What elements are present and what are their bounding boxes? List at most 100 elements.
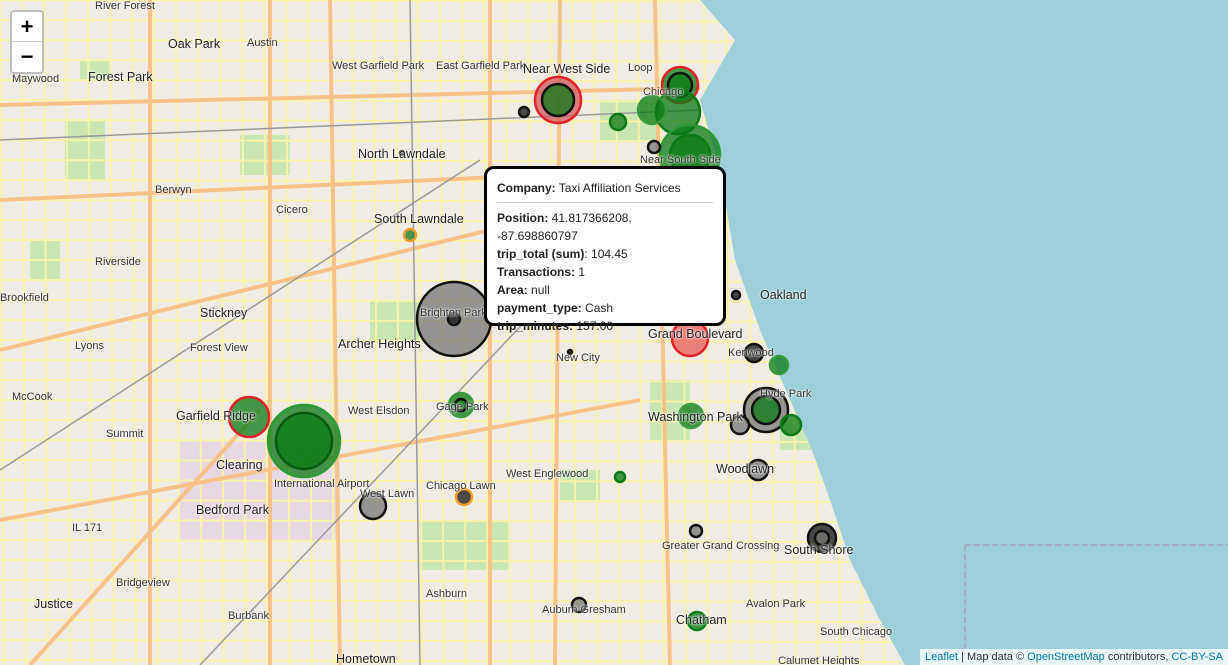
minor-road	[153, 0, 159, 665]
major-road	[28, 408, 262, 665]
data-marker	[768, 354, 790, 376]
place-label: Avalon Park	[746, 598, 806, 610]
rail-line	[0, 159, 481, 471]
place-label: Stickney	[200, 306, 248, 320]
place-label: West Englewood	[506, 468, 589, 480]
data-marker	[729, 414, 751, 436]
popup-value: 104.45	[591, 247, 628, 261]
marker-popup: Company: Taxi Affiliation Services Posit…	[484, 166, 726, 333]
minor-road	[263, 0, 269, 665]
osm-link[interactable]: OpenStreetMap	[1027, 651, 1105, 663]
data-marker	[686, 610, 708, 632]
place-label: Bridgeview	[116, 577, 170, 589]
place-label: Near South Side	[640, 154, 721, 166]
popup-value: 157.00	[576, 319, 614, 333]
data-marker	[608, 112, 628, 132]
popup-divider	[497, 202, 713, 203]
license-link[interactable]: CC-BY-SA	[1171, 651, 1223, 663]
place-label: Near West Side	[523, 62, 611, 76]
data-marker	[613, 470, 627, 484]
data-marker	[677, 402, 705, 430]
place-label: Loop	[628, 62, 653, 74]
popup-row: payment_type: Cash	[497, 299, 713, 317]
place-label: Washington Park	[648, 410, 743, 424]
data-marker	[454, 487, 474, 507]
data-marker	[517, 105, 531, 119]
minor-road	[505, 0, 511, 665]
place-label: River Forest	[95, 0, 155, 12]
data-marker	[730, 289, 742, 301]
popup-row: trip_total (sum): 104.45	[497, 245, 713, 263]
place-label: Riverside	[95, 256, 141, 268]
place-label: Woodlawn	[716, 462, 775, 476]
place-label: Oakland	[760, 288, 807, 302]
place-label: Clearing	[216, 458, 263, 472]
major-road	[0, 228, 491, 352]
minor-road	[131, 0, 137, 665]
popup-key: Position:	[497, 211, 549, 225]
popup-key: Transactions:	[497, 265, 576, 279]
place-label: Lyons	[75, 340, 104, 352]
data-marker	[402, 227, 418, 243]
popup-row: Position: 41.817366208, -87.698860797	[497, 209, 713, 245]
place-label: Kenwood	[728, 347, 774, 359]
minor-road	[21, 0, 27, 665]
popup-key: trip_minutes:	[497, 319, 574, 333]
place-label: Chicago	[643, 86, 684, 98]
popup-row: Transactions: 1	[497, 263, 713, 281]
minor-road	[373, 0, 379, 665]
major-road	[0, 86, 701, 107]
place-label: North Lawndale	[358, 147, 446, 161]
data-marker	[540, 82, 576, 118]
place-label: Berwyn	[155, 184, 192, 196]
place-label: West Elsdon	[348, 405, 410, 417]
minor-road	[87, 0, 93, 665]
minor-road	[285, 0, 291, 665]
zoom-in-button[interactable]: +	[12, 12, 42, 42]
minor-road	[395, 0, 401, 665]
place-label: Calumet Heights	[778, 655, 860, 665]
place-label: East Garfield Park	[436, 60, 526, 72]
place-label: Brookfield	[0, 292, 49, 304]
place-label: West Lawn	[360, 488, 415, 500]
rail-line	[409, 0, 421, 665]
data-marker	[746, 458, 770, 482]
place-label: Gage Park	[436, 401, 489, 413]
zoom-out-button[interactable]: −	[20, 44, 34, 69]
minor-road	[109, 0, 115, 665]
rail-line	[0, 109, 701, 141]
data-marker	[358, 491, 388, 521]
place-label: Garfield Ridge	[176, 409, 256, 423]
place-label: Maywood	[12, 73, 60, 85]
popup-value: 1	[578, 265, 586, 279]
popup-row: trip_minutes: 157.00	[497, 317, 713, 335]
minor-road	[43, 0, 49, 665]
data-marker	[446, 311, 462, 327]
popup-value: 41.817366208, -87.698860797	[497, 211, 632, 243]
place-label: Forest View	[190, 342, 248, 354]
minor-road	[175, 0, 181, 665]
place-label: Brighton Park	[420, 307, 487, 319]
place-label: Oak Park	[168, 37, 221, 51]
popup-value: Cash	[585, 301, 614, 315]
place-label: South Chicago	[820, 626, 893, 638]
popup-row: Area: null	[497, 281, 713, 299]
place-label: South Lawndale	[374, 212, 464, 226]
zoom-control: + −	[10, 10, 44, 74]
place-label: Grand Boulevard	[648, 327, 743, 341]
park-area	[65, 120, 105, 180]
leaflet-link[interactable]: Leaflet	[925, 651, 959, 663]
popup-value: null	[531, 283, 550, 297]
place-label: International Airport	[274, 478, 370, 490]
place-label: Greater Grand Crossing	[662, 540, 780, 552]
place-label: IL 171	[72, 522, 103, 534]
place-label: New City	[556, 352, 601, 364]
data-marker	[566, 348, 574, 356]
place-label: Auburn Gresham	[542, 604, 626, 616]
data-marker	[636, 94, 668, 126]
popup-company: Company: Taxi Affiliation Services	[497, 181, 681, 195]
popup-key: Area:	[497, 283, 528, 297]
park-area	[560, 470, 600, 500]
